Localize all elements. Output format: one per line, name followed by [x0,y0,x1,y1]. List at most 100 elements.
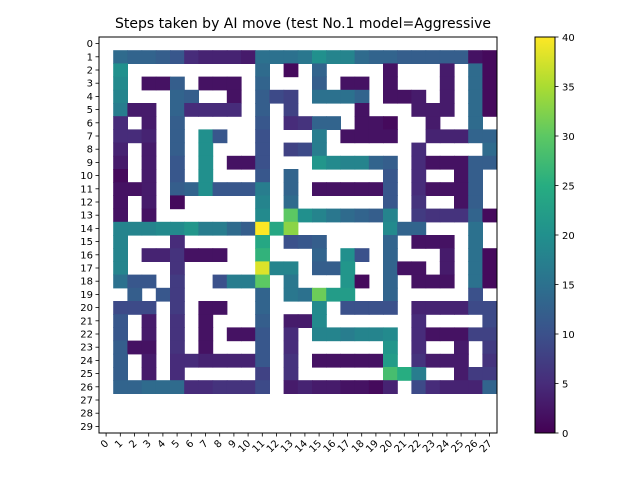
colorbar-tick-label: 15 [562,281,575,292]
heatmap-cell [397,367,412,381]
heatmap-cell [439,248,455,262]
heatmap-cell [212,248,228,262]
heatmap-cell [454,195,469,210]
heatmap-cell [397,261,412,276]
heatmap-cell [226,50,242,64]
heatmap-cell [368,129,384,144]
heatmap-cell [411,103,427,117]
heatmap-cell [383,195,398,210]
heatmap-cell [340,182,356,196]
colorbar-tick-label: 0 [562,429,568,440]
heatmap-cell [297,287,313,302]
y-axis-ticks: 0123456789101112131415161718192021222324… [80,39,99,433]
heatmap-cell [482,301,498,315]
heatmap-cell [127,221,143,236]
colorbar-ticks: 0 5 10 15 20 25 30 35 40 [555,33,575,440]
heatmap-cell [255,103,270,117]
heatmap-cell [283,208,299,223]
heatmap-cell [255,380,270,394]
heatmap-cell [411,208,427,223]
heatmap-cell [383,89,398,104]
y-tick-label: 11 [80,184,93,195]
y-tick-label: 15 [80,237,93,248]
heatmap-cell [326,116,341,130]
y-tick-label: 27 [80,396,93,407]
heatmap-cell [383,208,398,223]
heatmap-cell [170,169,185,183]
heatmap-cell [170,221,185,236]
heatmap-cell [425,155,441,170]
heatmap-cell [170,367,185,381]
heatmap-cell [141,103,157,117]
heatmap-cell [226,103,242,117]
heatmap-cell [212,274,228,289]
heatmap-cell [113,353,128,368]
heatmap-cell [155,287,171,302]
heatmap-cell [198,142,214,157]
heatmap-cell [141,142,157,157]
heatmap-cell [411,182,427,196]
heatmap-cell [383,221,398,236]
heatmap-cell [170,327,185,342]
heatmap-cell [468,155,483,170]
x-tick-label: 7 [198,438,210,450]
x-tick-label: 27 [478,438,495,455]
heatmap-cell [411,367,427,381]
heatmap-cell [113,367,128,381]
heatmap-cell [184,182,199,196]
heatmap-cell [113,248,128,262]
y-tick-label: 2 [87,66,93,77]
heatmap-cell [312,208,327,223]
heatmap-cell [482,248,498,262]
heatmap-cell [212,103,228,117]
y-tick-label: 22 [80,330,93,341]
heatmap-cell [170,155,185,170]
heatmap-cell [312,248,327,262]
heatmap-cell [155,221,171,236]
heatmap-cell [113,89,128,104]
heatmap-cell [226,327,242,342]
heatmap-cell [425,327,441,342]
heatmap-cell [340,301,356,315]
heatmap-cell [482,340,498,355]
heatmap-cell [297,380,313,394]
heatmap-cell [127,103,143,117]
heatmap-cell [368,116,384,130]
heatmap-cell [283,314,299,328]
heatmap-cell [170,261,185,276]
heatmap-cell [354,182,370,196]
heatmap-cell [468,301,483,315]
y-tick-label: 17 [80,264,93,275]
heatmap-cell [425,353,441,368]
heatmap-cell [425,274,441,289]
heatmap-cell [439,155,455,170]
plot-frame [98,36,498,434]
heatmap-cell [212,50,228,64]
heatmap-cell [482,380,498,394]
heatmap-cell [141,327,157,342]
heatmap-cell [326,380,341,394]
heatmap-cell [482,314,498,328]
heatmap-cell [170,182,185,196]
x-tick-label: 0 [99,438,111,450]
heatmap-cell [354,380,370,394]
heatmap-cell [354,129,370,144]
heatmap-cell [383,169,398,183]
heatmap-cell [127,50,143,64]
heatmap-cell [255,208,270,223]
colorbar-tick-label: 40 [562,33,575,44]
heatmap-cell [255,169,270,183]
heatmap-cell [368,353,384,368]
heatmap-cell [170,235,185,249]
heatmap-cell [368,155,384,170]
heatmap-cell [113,155,128,170]
heatmap-cell [340,89,356,104]
y-tick-label: 12 [80,198,93,209]
heatmap-cell [198,182,214,196]
heatmap-cell [468,76,483,91]
heatmap-cell [170,380,185,394]
heatmap-cell [127,274,143,289]
heatmap-cell [411,89,427,104]
heatmap-cell [170,248,185,262]
heatmap-cell [368,301,384,315]
